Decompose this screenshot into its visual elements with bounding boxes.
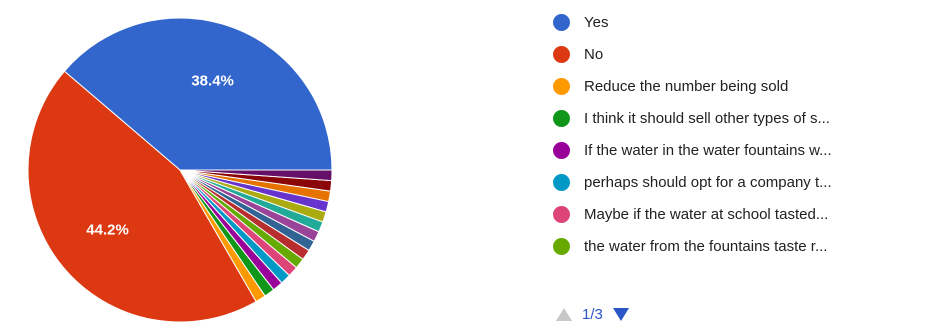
legend-item-company[interactable]: perhaps should opt for a company t...	[553, 166, 947, 198]
legend-label: Yes	[584, 13, 609, 31]
pie-slice-label-0: 38.4%	[191, 73, 234, 90]
legend-swatch-icon	[553, 141, 570, 159]
legend: Yes No Reduce the number being sold I th…	[553, 6, 947, 262]
legend-item-reduce[interactable]: Reduce the number being sold	[553, 70, 947, 102]
triangle-down-icon[interactable]	[612, 308, 629, 321]
legend-item-fountains-taste[interactable]: the water from the fountains taste r...	[553, 230, 947, 262]
legend-item-water-tasted[interactable]: Maybe if the water at school tasted...	[553, 198, 947, 230]
triangle-up-icon	[556, 308, 572, 321]
legend-swatch-icon	[553, 77, 570, 95]
legend-label: I think it should sell other types of s.…	[584, 109, 830, 127]
pie-slice-1[interactable]	[27, 70, 257, 323]
legend-swatch-icon	[553, 205, 570, 223]
legend-label: Reduce the number being sold	[584, 77, 789, 95]
legend-label: Maybe if the water at school tasted...	[584, 205, 829, 223]
pie-chart: 38.4% 44.2%	[27, 17, 333, 323]
legend-item-other-types[interactable]: I think it should sell other types of s.…	[553, 102, 947, 134]
legend-swatch-icon	[553, 237, 570, 255]
legend-item-water-fountains[interactable]: If the water in the water fountains w...	[553, 134, 947, 166]
legend-swatch-icon	[553, 13, 570, 31]
pager-text: 1/3	[582, 306, 603, 323]
pie-slice-16[interactable]	[179, 169, 333, 182]
legend-label: perhaps should opt for a company t...	[584, 173, 832, 191]
legend-item-yes[interactable]: Yes	[553, 6, 947, 38]
pie-slice-label-1: 44.2%	[86, 221, 129, 238]
legend-swatch-icon	[553, 173, 570, 191]
legend-swatch-icon	[553, 109, 570, 127]
legend-label: No	[584, 45, 604, 63]
legend-item-no[interactable]: No	[553, 38, 947, 70]
legend-pager: 1/3	[556, 306, 629, 323]
legend-label: the water from the fountains taste r...	[584, 237, 828, 255]
legend-label: If the water in the water fountains w...	[584, 141, 832, 159]
pie-chart-svg: 38.4% 44.2%	[27, 17, 333, 323]
pie-slice-0[interactable]	[63, 17, 333, 171]
legend-swatch-icon	[553, 45, 570, 63]
